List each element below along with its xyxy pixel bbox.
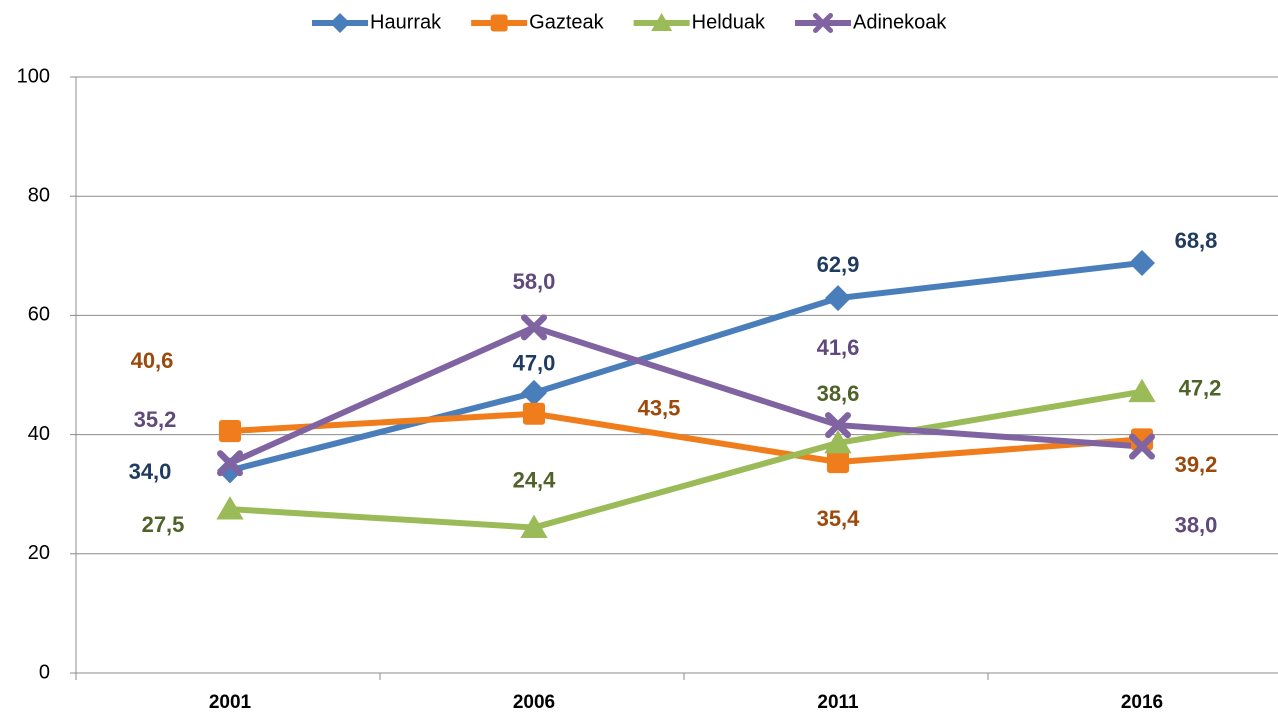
y-tick-label: 20 [28,542,50,564]
data-label: 41,6 [817,335,860,360]
y-tick-label: 100 [17,65,50,87]
marker [522,402,546,425]
x-tick-label: 2016 [1121,692,1163,713]
y-tick-label: 0 [39,661,50,683]
marker [521,314,547,341]
marker [520,514,548,538]
marker [218,419,242,443]
data-label: 58,0 [513,269,556,294]
data-label: 62,9 [817,252,860,277]
y-tick-label: 60 [28,304,50,326]
marker [1128,378,1156,403]
marker [490,14,508,32]
marker [330,13,350,33]
marker [825,412,851,439]
marker [216,496,244,520]
marker [1129,249,1155,276]
y-tick-label: 80 [28,184,50,206]
data-label: 40,6 [131,348,174,373]
marker [217,457,243,484]
data-label: 24,4 [513,467,557,492]
series-line [229,388,1143,531]
marker [217,450,243,477]
marker [813,13,834,33]
marker [825,285,851,312]
data-label: 38,6 [817,381,860,406]
x-tick-label: 2011 [817,692,859,713]
data-label: 47,2 [1179,376,1222,401]
marker [521,379,547,406]
data-label: 35,2 [134,407,177,432]
data-label: 39,2 [1175,452,1218,477]
series-line [229,259,1143,474]
data-label: 34,0 [129,459,172,484]
marker [826,450,850,474]
data-label: 47,0 [513,351,556,376]
x-tick-label: 2001 [209,692,252,713]
data-label: 35,4 [817,506,861,531]
x-tick-label: 2006 [513,692,555,713]
data-label: 43,5 [638,396,681,421]
data-label: 38,0 [1175,512,1218,537]
marker [651,13,673,31]
marker [1129,433,1155,460]
marker [824,429,852,454]
data-label: 68,8 [1175,228,1218,253]
data-label: 27,5 [142,512,185,537]
y-tick-label: 40 [28,423,50,445]
legend-label: Haurrak [370,11,442,33]
legend-label: Helduak [692,11,766,33]
legend-label: Adinekoak [853,11,947,33]
series-line [228,324,1143,466]
legend-label: Gazteak [529,11,604,33]
series-line [229,410,1143,466]
